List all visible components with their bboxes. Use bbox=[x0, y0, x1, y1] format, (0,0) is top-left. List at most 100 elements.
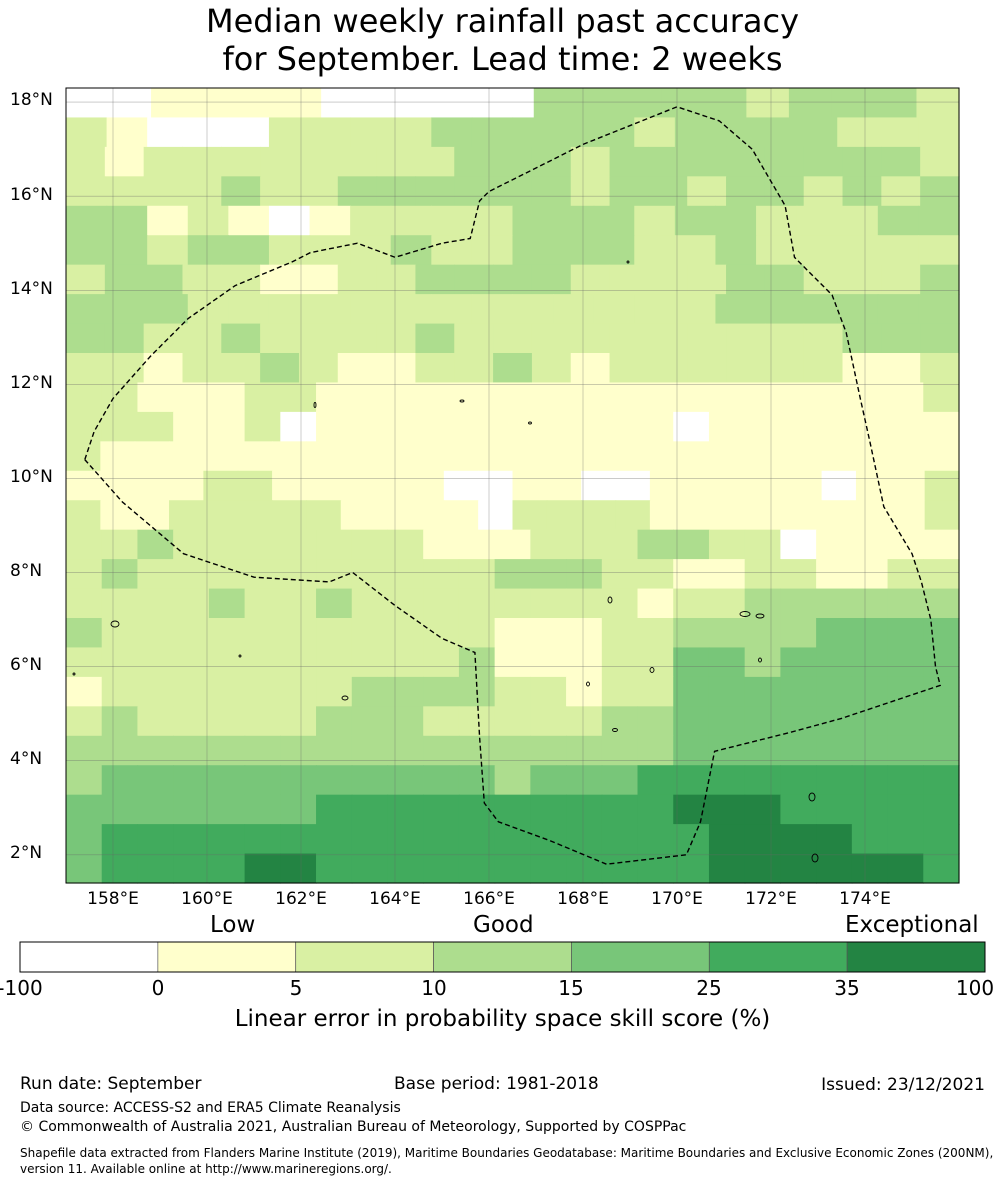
grid-cell bbox=[576, 88, 620, 119]
grid-cell bbox=[173, 529, 210, 560]
grid-cell bbox=[208, 794, 246, 825]
grid-cell bbox=[756, 117, 798, 148]
data-source: Data source: ACCESS-S2 and ERA5 Climate … bbox=[20, 1100, 401, 1116]
grid-cell bbox=[637, 411, 674, 442]
grid-cell bbox=[637, 824, 674, 855]
grid-cell bbox=[718, 441, 754, 472]
grid-cell bbox=[260, 264, 300, 295]
grid-cell bbox=[918, 235, 960, 266]
grid-cell bbox=[387, 706, 424, 737]
island-outline bbox=[607, 596, 613, 604]
grid-cell bbox=[280, 588, 317, 619]
grid-cell bbox=[816, 765, 853, 796]
grid-cell bbox=[376, 176, 417, 207]
grid-cell bbox=[151, 88, 195, 119]
island-outline bbox=[755, 613, 765, 619]
grid-cell bbox=[601, 735, 639, 766]
grid-cell bbox=[649, 500, 685, 531]
grid-cell bbox=[208, 529, 246, 560]
map-frame bbox=[65, 87, 960, 884]
category-good: Good bbox=[473, 912, 534, 938]
grid-cell bbox=[816, 676, 853, 707]
grid-cell bbox=[546, 441, 582, 472]
grid-cell bbox=[101, 735, 139, 766]
grid-cell bbox=[887, 382, 924, 413]
island-outline bbox=[649, 667, 655, 673]
grid-cell bbox=[104, 146, 145, 177]
grid-cell bbox=[137, 382, 174, 413]
grid-cell bbox=[409, 441, 445, 472]
run-date: Run date: September bbox=[20, 1074, 202, 1094]
grid-cell bbox=[920, 264, 960, 295]
grid-cell bbox=[316, 647, 353, 678]
grid-cell bbox=[546, 500, 582, 531]
graticule bbox=[66, 88, 959, 883]
grid-cell bbox=[601, 382, 639, 413]
grid-cell bbox=[203, 500, 239, 531]
grid-cell bbox=[708, 529, 746, 560]
grid-cell bbox=[280, 853, 317, 884]
grid-cell bbox=[137, 647, 174, 678]
grid-cell bbox=[618, 88, 662, 119]
grid-cell bbox=[566, 735, 603, 766]
grid-cell bbox=[530, 529, 567, 560]
grid-cell bbox=[637, 794, 674, 825]
island-outline bbox=[528, 421, 532, 425]
grid-cell bbox=[923, 559, 960, 590]
grid-cell bbox=[918, 117, 960, 148]
grid-cell bbox=[764, 323, 805, 354]
grid-cell bbox=[101, 529, 139, 560]
grid-cell bbox=[494, 853, 531, 884]
grid-cell bbox=[744, 794, 781, 825]
grid-cell bbox=[66, 470, 101, 501]
grid-cell bbox=[752, 500, 788, 531]
grid-cell bbox=[609, 264, 649, 295]
grid-cell bbox=[684, 470, 720, 501]
grid-cell bbox=[143, 176, 184, 207]
grid-cell bbox=[803, 264, 844, 295]
grid-cell bbox=[842, 353, 882, 384]
grid-cell bbox=[101, 676, 139, 707]
grid-cell bbox=[228, 294, 270, 325]
grid-cell bbox=[228, 205, 270, 236]
grid-cell bbox=[316, 794, 353, 825]
grid-cell bbox=[454, 264, 494, 295]
grid-cell bbox=[208, 853, 246, 884]
grid-cell bbox=[816, 824, 853, 855]
grid-cell bbox=[609, 176, 649, 207]
grid-cell bbox=[272, 470, 308, 501]
grid-cell bbox=[268, 235, 311, 266]
grid-cell bbox=[780, 529, 817, 560]
grid-cell bbox=[280, 735, 317, 766]
grid-cell bbox=[244, 765, 281, 796]
grid-cell bbox=[530, 794, 567, 825]
colorbar-tick: -100 bbox=[0, 976, 43, 1000]
grid-cell bbox=[169, 470, 204, 501]
island-outlines bbox=[72, 260, 819, 863]
grid-cell bbox=[237, 500, 273, 531]
grid-cell bbox=[137, 588, 174, 619]
grid-cell bbox=[66, 529, 103, 560]
grid-cell bbox=[530, 853, 567, 884]
grid-cell bbox=[409, 470, 445, 501]
grid-cell bbox=[887, 794, 924, 825]
grid-cell bbox=[887, 529, 924, 560]
eez-boundary bbox=[84, 106, 942, 865]
grid-cell bbox=[137, 618, 174, 649]
grid-cell bbox=[923, 706, 960, 737]
grid-cell bbox=[566, 647, 603, 678]
grid-cell bbox=[673, 676, 710, 707]
grid-cell bbox=[494, 559, 531, 590]
grid-cell bbox=[615, 441, 651, 472]
grid-cell bbox=[415, 146, 455, 177]
grid-cell bbox=[601, 411, 639, 442]
grid-cell bbox=[187, 117, 229, 148]
grid-cell bbox=[66, 235, 108, 266]
grid-cell bbox=[821, 441, 857, 472]
grid-cell bbox=[715, 205, 757, 236]
lon-label-164e: 164°E bbox=[369, 889, 421, 909]
grid-cell bbox=[309, 235, 351, 266]
grid-cell bbox=[531, 146, 572, 177]
grid-cell bbox=[316, 676, 353, 707]
grid-cell bbox=[137, 676, 174, 707]
